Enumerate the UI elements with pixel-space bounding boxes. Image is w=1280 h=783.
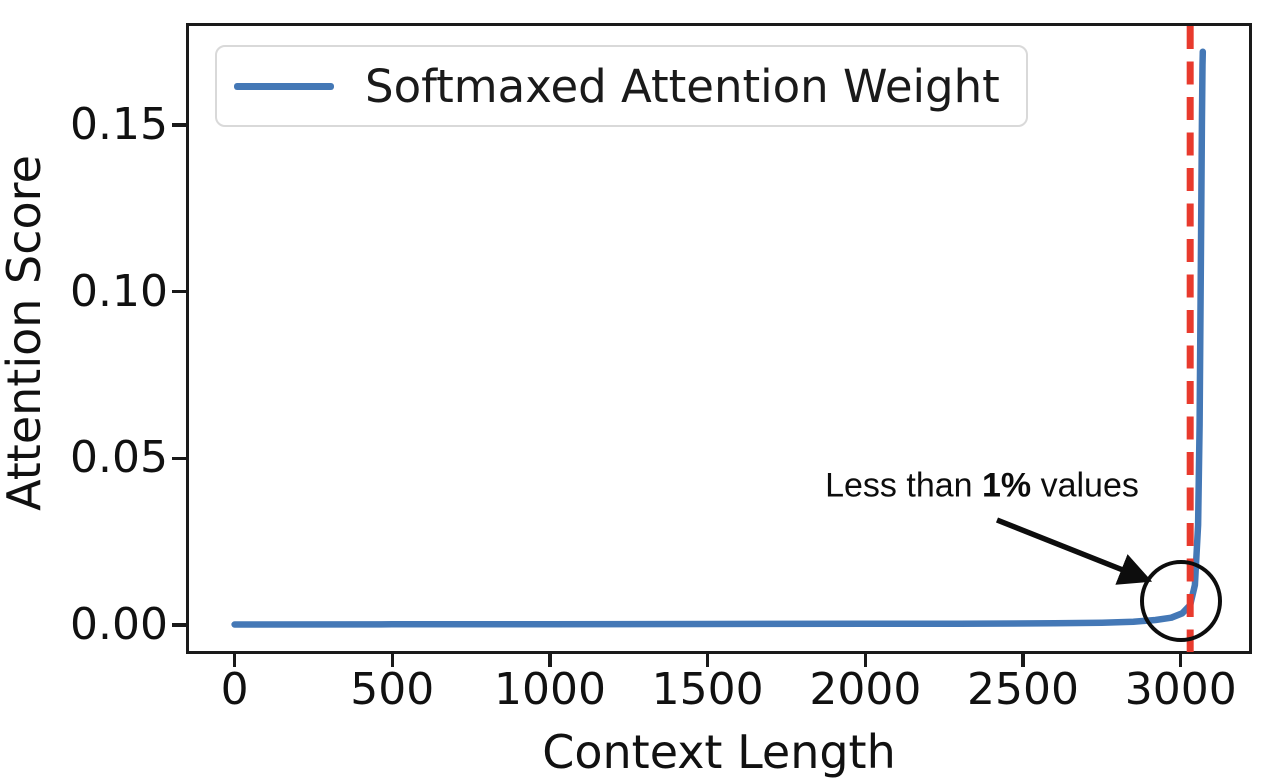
y-axis-label: Attention Score <box>0 155 51 511</box>
x-tick-mark <box>1178 652 1183 667</box>
x-tick-label: 1500 <box>651 664 764 715</box>
x-tick-label: 1000 <box>493 664 606 715</box>
plot-area <box>186 23 1252 654</box>
y-tick-label: 0.15 <box>70 98 168 150</box>
x-tick-mark <box>548 652 552 667</box>
x-tick-label: 2500 <box>967 664 1080 715</box>
x-tick-mark <box>390 652 394 667</box>
annotation-text: Less than 1% values <box>825 467 1139 506</box>
annotation-suffix: values <box>1031 466 1139 505</box>
y-tick-mark <box>172 123 186 127</box>
annotation-bold: 1% <box>982 466 1032 505</box>
legend: Softmaxed Attention Weight <box>215 45 1028 127</box>
annotation-prefix: Less than <box>825 466 983 505</box>
x-axis-label: Context Length <box>542 725 896 779</box>
x-tick-label: 3000 <box>1124 664 1237 715</box>
y-tick-mark <box>172 456 186 461</box>
x-tick-mark <box>863 652 868 667</box>
y-tick-label: 0.00 <box>70 598 168 650</box>
x-tick-label: 2000 <box>809 664 922 715</box>
x-tick-mark <box>1021 652 1025 667</box>
legend-label: Softmaxed Attention Weight <box>365 59 1000 113</box>
y-tick-mark <box>172 289 186 294</box>
x-tick-label: 500 <box>350 664 435 715</box>
x-tick-label: 0 <box>220 664 249 715</box>
y-tick-label: 0.10 <box>70 265 168 317</box>
x-tick-mark <box>232 652 237 667</box>
legend-line-sample <box>234 82 334 90</box>
x-tick-mark <box>705 652 710 667</box>
y-tick-mark <box>172 623 186 627</box>
y-tick-label: 0.05 <box>70 432 168 484</box>
